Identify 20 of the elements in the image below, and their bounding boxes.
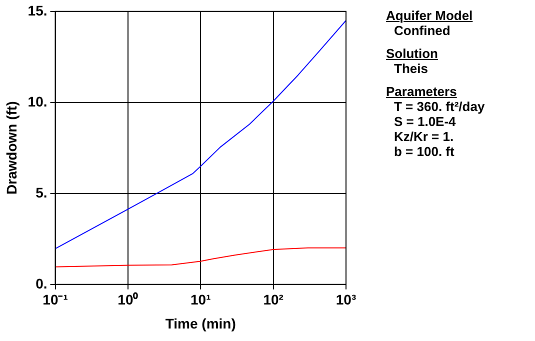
x-axis-title: Time (min) xyxy=(165,315,236,332)
text: b = 100. ft xyxy=(393,144,456,159)
text: Aquifer Model xyxy=(386,8,474,23)
x-tick-label: 10³ xyxy=(336,292,356,308)
text: Parameters xyxy=(386,84,458,99)
text: Confined xyxy=(393,23,452,38)
text: S = 1.0E-4 xyxy=(393,114,457,129)
text: Solution xyxy=(386,46,439,61)
text: Theis xyxy=(393,61,429,76)
x-tick-label: 10² xyxy=(263,292,284,308)
y-tick-label: 15. xyxy=(28,2,48,18)
x-tick-label: 10⁰ xyxy=(118,292,138,308)
x-tick-label: 10⁻¹ xyxy=(42,292,68,308)
text: T = 360. ft²/day xyxy=(393,99,485,114)
y-tick-label: 0. xyxy=(36,275,48,292)
y-tick-label: 10. xyxy=(28,93,48,110)
text: Kz/Kr = 1. xyxy=(393,129,455,144)
y-axis-title: Drawdown (ft) xyxy=(3,101,20,195)
x-tick-label: 10¹ xyxy=(190,292,212,308)
y-tick-label: 5. xyxy=(36,184,48,200)
